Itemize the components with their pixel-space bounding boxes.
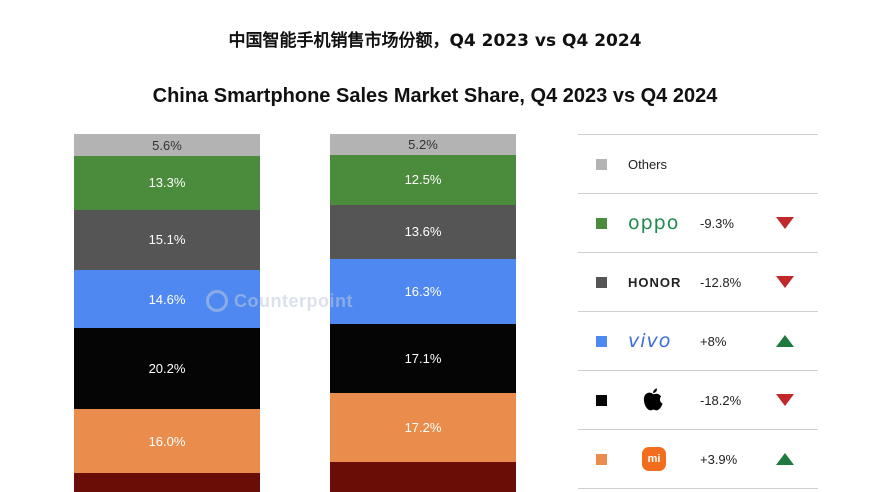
legend-row-honor: HONOR -12.8% bbox=[578, 252, 818, 311]
legend-swatch bbox=[596, 454, 607, 465]
bar-segment-apple: 20.2% bbox=[74, 328, 260, 410]
down-arrow-icon bbox=[776, 394, 794, 406]
data-label: 16.0% bbox=[148, 433, 186, 449]
oppo-logo-text: oppo bbox=[628, 212, 680, 234]
honor-logo-text: HONOR bbox=[628, 274, 682, 290]
vivo-logo-text: vivo bbox=[628, 330, 672, 352]
legend-brand-others: Others bbox=[628, 135, 667, 193]
xiaomi-logo-icon: mi bbox=[642, 447, 666, 471]
legend-bottom-divider bbox=[578, 488, 818, 489]
data-label: 13.6% bbox=[404, 224, 442, 240]
apple-logo-icon bbox=[643, 388, 663, 411]
xiaomi-logo: mi bbox=[628, 430, 666, 488]
chart-title: China Smartphone Sales Market Share, Q4 … bbox=[152, 85, 718, 107]
bar-segment-others: 5.6% bbox=[74, 134, 260, 157]
bar-segment-vivo: 14.6% bbox=[74, 270, 260, 329]
bar-segment-xiaomi: 16.0% bbox=[74, 409, 260, 474]
data-label: 16.3% bbox=[404, 284, 442, 300]
data-label: 17.1% bbox=[404, 351, 442, 367]
honor-logo: HONOR bbox=[628, 253, 681, 311]
data-label: 17.2% bbox=[404, 419, 442, 435]
bar-segment-oppo: 13.3% bbox=[74, 156, 260, 210]
legend-swatch bbox=[596, 336, 607, 347]
bar-segment-oppo: 12.5% bbox=[330, 154, 516, 205]
change-value: -12.8% bbox=[700, 274, 742, 290]
legend: Others oppo -9.3% HONOR -12.8% vivo +8% … bbox=[578, 134, 818, 489]
bar-segment-remainder bbox=[74, 473, 260, 492]
bar-q4-2024: 5.2% 12.5% 13.6% 16.3% 17.1% 17.2% bbox=[330, 134, 516, 492]
bar-segment-remainder bbox=[330, 461, 516, 492]
change-value: +8% bbox=[700, 333, 727, 349]
legend-row-apple: -18.2% bbox=[578, 370, 818, 429]
chinese-title: 中国智能手机销售市场份额，Q4 2023 vs Q4 2024 bbox=[228, 31, 642, 51]
vivo-logo: vivo bbox=[628, 312, 671, 370]
data-label: 15.1% bbox=[148, 232, 186, 248]
bar-segment-honor: 13.6% bbox=[330, 204, 516, 260]
bar-segment-others: 5.2% bbox=[330, 134, 516, 155]
data-label: 20.2% bbox=[148, 361, 186, 377]
legend-row-oppo: oppo -9.3% bbox=[578, 193, 818, 252]
oppo-logo: oppo bbox=[628, 194, 679, 252]
legend-brand-text: Others bbox=[628, 156, 668, 172]
change-value: -18.2% bbox=[700, 392, 742, 408]
data-label: 14.6% bbox=[148, 291, 186, 307]
data-label: 13.3% bbox=[148, 175, 186, 191]
up-arrow-icon bbox=[776, 335, 794, 347]
bar-q4-2023: 5.6% 13.3% 15.1% 14.6% 20.2% 16.0% bbox=[74, 134, 260, 492]
change-value: +3.9% bbox=[700, 451, 738, 467]
legend-row-vivo: vivo +8% bbox=[578, 311, 818, 370]
legend-swatch bbox=[596, 159, 607, 170]
data-label: 12.5% bbox=[404, 172, 442, 188]
legend-row-xiaomi: mi +3.9% bbox=[578, 429, 818, 488]
bar-segment-vivo: 16.3% bbox=[330, 259, 516, 325]
apple-logo bbox=[628, 371, 664, 429]
legend-row-others: Others bbox=[578, 134, 818, 193]
data-label: 5.6% bbox=[152, 137, 182, 153]
legend-swatch bbox=[596, 218, 607, 229]
legend-swatch bbox=[596, 395, 607, 406]
bar-segment-honor: 15.1% bbox=[74, 209, 260, 270]
data-label: 5.2% bbox=[408, 136, 438, 152]
bar-segment-apple: 17.1% bbox=[330, 324, 516, 393]
legend-swatch bbox=[596, 277, 607, 288]
down-arrow-icon bbox=[776, 276, 794, 288]
down-arrow-icon bbox=[776, 217, 794, 229]
change-value: -9.3% bbox=[700, 215, 734, 231]
bar-segment-xiaomi: 17.2% bbox=[330, 392, 516, 462]
up-arrow-icon bbox=[776, 453, 794, 465]
